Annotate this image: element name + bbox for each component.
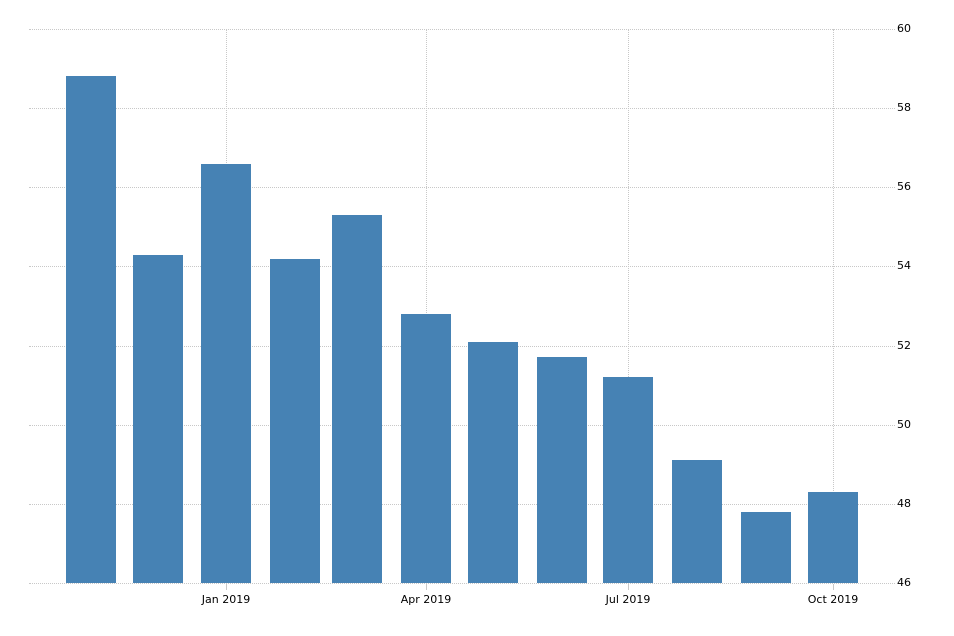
bar-may-2019[interactable]	[468, 342, 518, 583]
y-gridline	[29, 346, 895, 347]
x-gridline	[833, 29, 834, 583]
bar-apr-2019[interactable]	[401, 314, 451, 583]
bar-feb-2019[interactable]	[270, 259, 320, 583]
x-tick-mark	[833, 584, 834, 590]
bar-jan-2019[interactable]	[201, 164, 251, 583]
y-tick-label: 58	[897, 101, 911, 114]
x-gridline	[628, 29, 629, 583]
x-tick-mark	[628, 584, 629, 590]
y-gridline	[29, 108, 895, 109]
y-tick-label: 52	[897, 339, 911, 352]
y-gridline	[29, 29, 895, 30]
y-tick-label: 48	[897, 497, 911, 510]
y-tick-label: 54	[897, 259, 911, 272]
bar-sep-2019[interactable]	[741, 512, 791, 583]
y-gridline	[29, 187, 895, 188]
x-tick-mark	[226, 584, 227, 590]
y-gridline	[29, 583, 895, 584]
x-tick-label: Oct 2019	[807, 593, 859, 606]
y-tick-label: 60	[897, 22, 911, 35]
x-tick-label: Jul 2019	[605, 593, 651, 606]
y-gridline	[29, 504, 895, 505]
x-tick-label: Jan 2019	[201, 593, 251, 606]
y-gridline	[29, 425, 895, 426]
bar-jun-2019[interactable]	[537, 357, 587, 583]
y-gridline	[29, 266, 895, 267]
x-gridline	[426, 29, 427, 583]
y-tick-label: 46	[897, 576, 911, 589]
y-tick-label: 56	[897, 180, 911, 193]
bar-jul-2019[interactable]	[603, 377, 653, 583]
bar-mar-2019[interactable]	[332, 215, 382, 583]
x-tick-label: Apr 2019	[400, 593, 452, 606]
y-tick-label: 50	[897, 418, 911, 431]
bar-oct-2019[interactable]	[808, 492, 858, 583]
bar-aug-2019[interactable]	[672, 460, 722, 583]
x-tick-mark	[426, 584, 427, 590]
bar-dec-2018[interactable]	[133, 255, 183, 583]
bar-nov-2018[interactable]	[66, 76, 116, 583]
